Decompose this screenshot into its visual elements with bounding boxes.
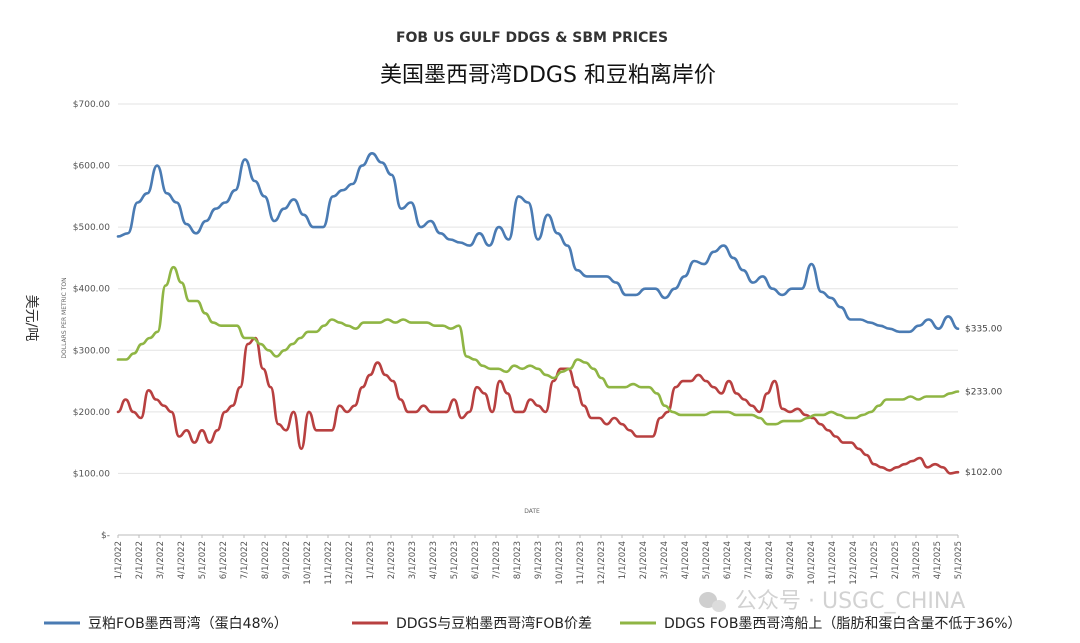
x-tick-label: 1/1/2023: [366, 541, 376, 579]
x-tick-label: 12/1/2023: [597, 541, 607, 585]
chart-title: FOB US GULF DDGS & SBM PRICES: [396, 30, 668, 46]
x-tick-label: 2/1/2023: [387, 541, 397, 579]
x-tick-label: 4/1/2025: [933, 541, 943, 579]
watermark-text: 公众号 · USGC_CHINA: [735, 589, 965, 614]
end-labels: $335.00 $102.00 $233.00: [965, 325, 1002, 478]
x-tick-label: 2/1/2022: [135, 541, 145, 579]
y-axis: $- $100.00 $200.00 $300.00 $400.00 $500.00 $60…: [73, 100, 110, 541]
x-tick-label: 9/1/2022: [282, 541, 292, 579]
x-tick-label: 9/1/2024: [786, 541, 796, 579]
y-tick-label: $700.00: [73, 100, 110, 110]
x-axis-label: DATE: [524, 508, 540, 515]
x-tick-label: 11/1/2023: [576, 541, 586, 585]
legend-label-3: DDGS FOB墨西哥湾船上（脂肪和蛋白含量不低于36%）: [664, 615, 1022, 632]
x-tick-label: 7/1/2024: [744, 541, 754, 579]
series-lines: [116, 152, 960, 475]
end-label-2: $102.00: [965, 468, 1002, 478]
y-tick-label: $400.00: [73, 285, 110, 295]
x-tick-label: 10/1/2024: [807, 541, 817, 585]
x-tick-label: 6/1/2022: [219, 541, 229, 579]
x-tick-label: 5/1/2024: [702, 541, 712, 579]
y-tick-label: $100.00: [73, 469, 110, 479]
wechat-icon: [699, 592, 726, 612]
x-tick-label: 10/1/2023: [555, 541, 565, 585]
x-tick-label: 3/1/2024: [660, 541, 670, 579]
series-line-1: [116, 152, 960, 334]
x-tick-label: 2/1/2025: [891, 541, 901, 579]
legend: 豆粕FOB墨西哥湾（蛋白48%） DDGS与豆粕墨西哥湾FOB价差 DDGS FOB…: [44, 615, 1022, 632]
x-axis: 1/1/2022 2/1/2022 3/1/2022 4/1/2022 5/1/2022…: [114, 535, 964, 585]
x-tick-label: 12/1/2024: [849, 541, 859, 585]
x-tick-label: 4/1/2024: [681, 541, 691, 579]
x-tick-label: 5/1/2025: [954, 541, 964, 579]
x-tick-label: 10/1/2022: [303, 541, 313, 585]
x-tick-label: 8/1/2023: [513, 541, 523, 579]
x-tick-label: 12/1/2022: [345, 541, 355, 585]
x-tick-label: 8/1/2024: [765, 541, 775, 579]
x-tick-label: 4/1/2023: [429, 541, 439, 579]
gridlines: [118, 103, 958, 536]
x-tick-label: 3/1/2022: [156, 541, 166, 579]
x-tick-label: 9/1/2023: [534, 541, 544, 579]
x-tick-label: 4/1/2022: [177, 541, 187, 579]
series-line-3: [116, 265, 960, 426]
y-tick-label: $500.00: [73, 223, 110, 233]
x-tick-label: 5/1/2022: [198, 541, 208, 579]
x-tick-label: 6/1/2023: [471, 541, 481, 579]
x-tick-label: 7/1/2022: [240, 541, 250, 579]
x-tick-label: 7/1/2023: [492, 541, 502, 579]
legend-label-1: 豆粕FOB墨西哥湾（蛋白48%）: [88, 615, 288, 632]
x-tick-label: 8/1/2022: [261, 541, 271, 579]
x-tick-label: 11/1/2022: [324, 541, 334, 585]
chart-subtitle: 美国墨西哥湾DDGS 和豆粕离岸价: [380, 63, 716, 88]
x-tick-label: 3/1/2023: [408, 541, 418, 579]
y-tick-label: $-: [101, 531, 110, 541]
x-tick-label: 2/1/2024: [639, 541, 649, 579]
unit-label: 美元/吨: [23, 295, 39, 342]
y-axis-label: DOLLARS PER METRIC TON: [61, 277, 68, 358]
x-tick-label: 1/1/2024: [618, 541, 628, 579]
end-label-1: $335.00: [965, 325, 1002, 335]
end-label-3: $233.00: [965, 388, 1002, 398]
x-tick-label: 5/1/2023: [450, 541, 460, 579]
y-tick-label: $600.00: [73, 162, 110, 172]
x-tick-label: 3/1/2025: [912, 541, 922, 579]
series-line-2: [116, 336, 960, 475]
x-tick-label: 11/1/2024: [828, 541, 838, 585]
x-tick-label: 1/1/2025: [870, 541, 880, 579]
y-tick-label: $200.00: [73, 408, 110, 418]
x-tick-label: 1/1/2022: [114, 541, 124, 579]
x-tick-label: 6/1/2024: [723, 541, 733, 579]
y-tick-label: $300.00: [73, 346, 110, 356]
legend-label-2: DDGS与豆粕墨西哥湾FOB价差: [396, 615, 592, 632]
